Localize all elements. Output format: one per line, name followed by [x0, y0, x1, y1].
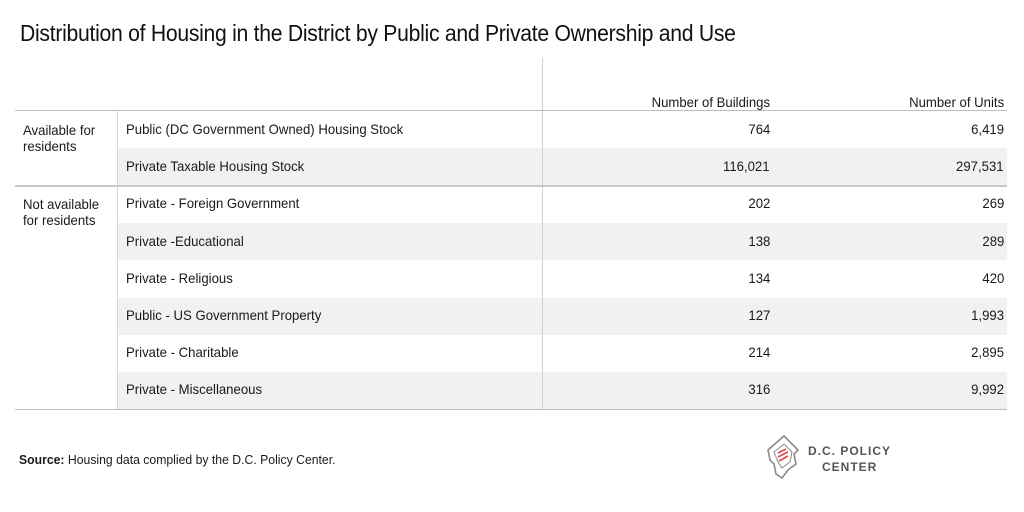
row-buildings: 116,021	[723, 158, 770, 174]
row-label: Private - Charitable	[126, 344, 239, 360]
table-bottom-rule	[15, 409, 1007, 410]
row-shade	[118, 372, 1007, 409]
row-label: Private - Miscellaneous	[126, 381, 263, 397]
row-label: Public (DC Government Owned) Housing Sto…	[126, 121, 404, 137]
row-buildings: 127	[748, 307, 770, 323]
row-units: 2,895	[971, 344, 1004, 360]
group-label-line: residents	[23, 138, 77, 154]
row-units: 420	[982, 270, 1004, 286]
source-label: Source:	[19, 452, 65, 467]
row-units: 289	[982, 233, 1004, 249]
row-buildings: 214	[748, 344, 770, 360]
row-label: Public - US Government Property	[126, 307, 322, 323]
row-buildings: 134	[748, 270, 770, 286]
row-buildings: 138	[748, 233, 770, 249]
header-buildings: Number of Buildings	[651, 94, 770, 110]
row-buildings: 764	[748, 121, 770, 137]
row-buildings: 202	[748, 195, 770, 211]
group-rule	[15, 185, 1007, 187]
dc-map-document-icon	[767, 434, 800, 480]
row-shade	[118, 223, 1007, 260]
group-divider	[117, 111, 118, 185]
source-text: Housing data complied by the D.C. Policy…	[64, 452, 336, 467]
row-label: Private - Religious	[126, 270, 233, 286]
header-units: Number of Units	[908, 94, 1004, 110]
column-divider	[542, 58, 543, 409]
row-shade	[118, 148, 1007, 185]
row-units: 6,419	[971, 121, 1004, 137]
row-label: Private Taxable Housing Stock	[126, 158, 305, 174]
row-label: Private - Foreign Government	[126, 195, 300, 211]
page-title: Distribution of Housing in the District …	[20, 20, 736, 46]
row-label: Private -Educational	[126, 233, 244, 249]
row-buildings: 316	[748, 381, 770, 397]
logo-line1: D.C. POLICY	[808, 444, 892, 458]
row-units: 1,993	[971, 307, 1004, 323]
row-units: 9,992	[971, 381, 1004, 397]
dc-policy-center-logo: D.C. POLICY CENTER	[764, 434, 894, 484]
group-label-line: Available for	[23, 122, 96, 138]
group-label-not-available: Not available for residents	[23, 196, 112, 228]
logo-line2: CENTER	[822, 460, 878, 474]
header-rule	[15, 110, 1007, 111]
source-note: Source: Housing data complied by the D.C…	[19, 452, 336, 467]
row-units: 297,531	[956, 158, 1004, 174]
group-label-available: Available for residents	[23, 122, 112, 154]
group-label-line: for residents	[23, 212, 96, 228]
group-label-line: Not available	[23, 196, 100, 212]
housing-table: Number of Buildings Number of Units Avai…	[15, 58, 1007, 410]
row-shade	[118, 298, 1007, 335]
row-units: 269	[982, 195, 1004, 211]
group-divider	[117, 186, 118, 409]
